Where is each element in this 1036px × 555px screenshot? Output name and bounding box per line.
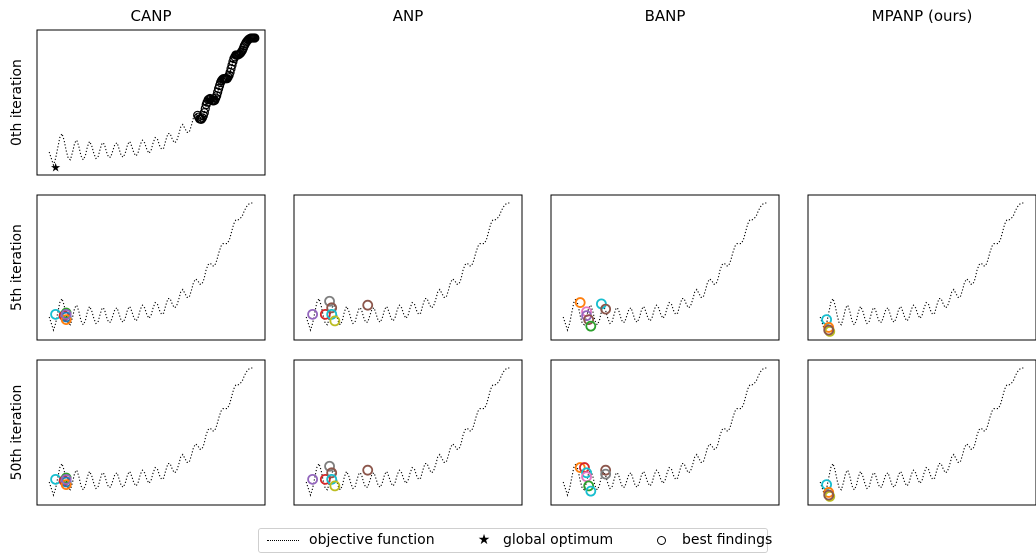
finding-marker	[823, 324, 835, 336]
panel	[293, 194, 523, 341]
finding-marker	[824, 325, 836, 337]
finding-marker	[583, 480, 595, 492]
finding-marker	[250, 33, 260, 43]
objective-function-line	[305, 202, 510, 332]
column-title: MPANP (ours)	[872, 7, 973, 25]
column-title: ANP	[393, 7, 424, 25]
legend-objective-function: objective function	[267, 532, 435, 548]
column-title: CANP	[130, 7, 171, 25]
axes-frame	[36, 359, 266, 506]
legend: objective function ★ global optimum best …	[258, 528, 772, 553]
finding-marker	[223, 72, 233, 82]
row-label: 50th iteration	[9, 385, 25, 481]
finding-marker	[235, 48, 246, 58]
finding-marker	[213, 87, 223, 97]
objective-function-line	[562, 202, 767, 332]
finding-marker	[324, 295, 335, 307]
objective-function-line	[48, 202, 253, 332]
panel	[550, 359, 780, 506]
panel	[807, 359, 1036, 506]
star-icon: ★	[477, 532, 491, 548]
column-title: BANP	[645, 7, 686, 25]
axes-frame	[36, 29, 266, 176]
finding-marker	[823, 489, 835, 501]
panel	[550, 194, 780, 341]
legend-label-findings: best findings	[682, 532, 773, 548]
finding-marker	[60, 479, 72, 490]
finding-marker	[319, 308, 331, 320]
panel	[36, 194, 266, 341]
objective-function-line	[48, 367, 253, 497]
finding-marker	[326, 302, 338, 314]
finding-marker	[307, 473, 319, 485]
panel	[807, 194, 1036, 341]
finding-marker	[200, 103, 210, 114]
finding-marker	[362, 464, 374, 476]
legend-best-findings: best findings	[649, 532, 772, 548]
finding-marker	[60, 473, 72, 485]
finding-marker	[600, 468, 612, 480]
finding-marker	[60, 308, 72, 320]
axes-frame	[293, 194, 523, 341]
finding-marker	[307, 308, 319, 320]
finding-marker	[585, 485, 597, 497]
axes-frame	[807, 359, 1036, 506]
finding-marker	[574, 297, 586, 308]
finding-marker	[193, 112, 204, 122]
axes-frame	[36, 194, 266, 341]
row-label: 5th iteration	[9, 224, 25, 311]
row-label: 0th iteration	[9, 59, 25, 146]
legend-label-objective: objective function	[309, 532, 435, 548]
finding-marker	[324, 460, 335, 472]
objective-function-line	[819, 367, 1024, 497]
axes-frame	[807, 194, 1036, 341]
finding-marker	[329, 315, 341, 327]
finding-marker	[329, 480, 341, 492]
finding-marker	[585, 320, 597, 332]
finding-marker	[824, 490, 836, 502]
finding-marker	[581, 467, 592, 479]
objective-function-line	[562, 367, 767, 497]
panel	[36, 359, 266, 506]
axes-frame	[293, 359, 523, 506]
finding-marker	[326, 467, 338, 479]
objective-function-line	[305, 367, 510, 497]
circle-icon	[657, 535, 666, 545]
finding-marker	[319, 473, 331, 485]
finding-marker	[583, 314, 595, 325]
finding-marker	[600, 464, 612, 476]
objective-function-line	[819, 202, 1024, 332]
finding-marker	[574, 462, 586, 473]
finding-marker	[227, 60, 237, 70]
finding-marker	[362, 299, 374, 311]
dotted-line-icon	[267, 539, 299, 541]
legend-label-optimum: global optimum	[503, 532, 614, 548]
global-optimum-marker: ★	[50, 160, 61, 174]
finding-marker	[600, 303, 612, 315]
legend-global-optimum: ★ global optimum	[473, 532, 613, 548]
panel	[293, 359, 523, 506]
finding-marker	[60, 314, 72, 325]
panel: ★	[36, 29, 266, 176]
